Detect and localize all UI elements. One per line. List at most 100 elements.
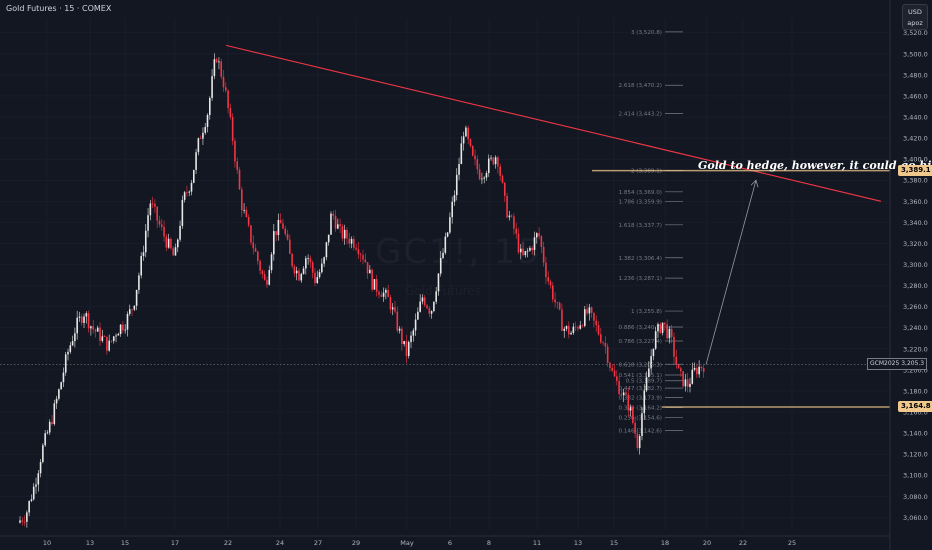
candle-body (364, 259, 367, 263)
candle-body (476, 159, 479, 170)
y-tick-label: 3,300.0 (903, 261, 928, 269)
candle-body (650, 356, 652, 369)
candles-series (19, 53, 705, 528)
candle-body (449, 217, 451, 233)
candle-body (23, 521, 26, 523)
candle-body (238, 169, 241, 190)
candle-body (163, 226, 165, 237)
fib-level-label: 1.236 (3,287.1) (618, 276, 662, 282)
x-tick-label: 10 (43, 539, 51, 547)
candle-body (371, 269, 373, 290)
candle-body (435, 291, 437, 302)
candle-body (627, 394, 630, 411)
candle-body (202, 132, 204, 139)
candle-body (446, 232, 449, 237)
candle-body (286, 234, 289, 240)
candle-body (19, 520, 21, 523)
candle-body (176, 239, 179, 248)
candle-body (595, 320, 598, 326)
candle-body (101, 336, 104, 341)
y-tick-label: 3,120.0 (903, 451, 928, 459)
candle-body (396, 311, 399, 331)
currency-button[interactable]: USD apoz (902, 4, 928, 30)
candle-body (80, 316, 83, 323)
y-tick-label: 3,440.0 (903, 114, 928, 122)
fib-level-label: 2 (3,389.1) (631, 169, 662, 175)
candle-body (112, 336, 115, 341)
candle-body (515, 228, 518, 234)
candle-body (204, 126, 207, 133)
candle-body (263, 274, 266, 281)
candle-body (128, 309, 131, 314)
candle-body (135, 289, 138, 306)
x-tick-label: 13 (574, 539, 582, 547)
candle-body (433, 301, 435, 312)
x-tick-label: 6 (448, 539, 452, 547)
candle-body (538, 233, 540, 237)
price-axis[interactable]: 3,520.0 3,500.0 3,480.0 3,460.0 3,440.0 3,420… (889, 0, 928, 550)
candle-body (83, 316, 85, 323)
candle-body (218, 61, 220, 63)
candle-body (689, 383, 691, 387)
candle-body (510, 215, 513, 217)
candle-body (241, 189, 243, 211)
fib-level-label: 0.618 (3,205.3) (618, 362, 662, 368)
candle-body (620, 394, 623, 396)
y-tick-label: 3,500.0 (903, 50, 928, 58)
x-tick-label: 27 (314, 539, 322, 547)
projection-arrow-head (750, 179, 759, 188)
text-annotation[interactable]: Gold to hedge, however, it could go hig (698, 159, 932, 172)
candle-body (339, 224, 341, 227)
candle-body (167, 238, 170, 248)
candle-body (565, 326, 568, 329)
fib-level-label: 1.382 (3,306.4) (618, 256, 662, 262)
candle-body (451, 201, 453, 218)
candle-body (638, 436, 641, 449)
candle-body (691, 369, 694, 384)
candle-body (85, 313, 88, 317)
y-tick-label: 3,320.0 (903, 240, 928, 248)
candle-body (188, 191, 191, 193)
candle-body (245, 209, 248, 218)
candle-body (391, 307, 394, 310)
candle-body (225, 87, 227, 91)
candle-body (517, 233, 520, 253)
candle-body (593, 312, 595, 321)
candle-body (117, 333, 120, 336)
fib-level-label: 3 (3,520.8) (631, 30, 662, 36)
candle-body (467, 127, 469, 140)
candle-body (343, 229, 346, 239)
candle-body (330, 213, 332, 235)
candle-body (469, 139, 472, 147)
candle-body (693, 367, 696, 370)
currency-code: USD (908, 8, 922, 16)
candle-body (629, 407, 632, 411)
chart-title[interactable]: Gold Futures · 15 · COMEX (6, 4, 112, 13)
candle-body (227, 90, 229, 109)
candle-body (250, 225, 252, 243)
candle-body (247, 217, 250, 226)
candle-body (483, 177, 485, 179)
y-tick-label: 3,260.0 (903, 303, 928, 311)
candle-body (622, 392, 625, 396)
candle-body (577, 327, 579, 329)
candle-body (359, 254, 362, 256)
candle-body (579, 325, 582, 329)
candle-body (487, 158, 490, 174)
candle-body (110, 340, 113, 342)
fib-extension-levels: 3 (3,520.8) 2.618 (3,470.2) 2.414 (3,443.2… (618, 30, 683, 434)
candle-body (417, 311, 419, 320)
candle-body (506, 195, 508, 218)
y-tick-label: 3,360.0 (903, 198, 928, 206)
candle-body (554, 299, 556, 303)
candle-body (375, 279, 378, 292)
candle-body (581, 325, 584, 327)
candle-body (604, 343, 607, 347)
x-tick-label: 11 (533, 539, 541, 547)
candle-body (618, 380, 620, 395)
candle-body (277, 219, 280, 236)
x-tick-label: 25 (788, 539, 796, 547)
time-axis[interactable]: 10 13 15 17 22 24 27 29 May 6 8 11 13 15 18 20 22 25 (0, 535, 890, 547)
candle-body (437, 273, 440, 292)
